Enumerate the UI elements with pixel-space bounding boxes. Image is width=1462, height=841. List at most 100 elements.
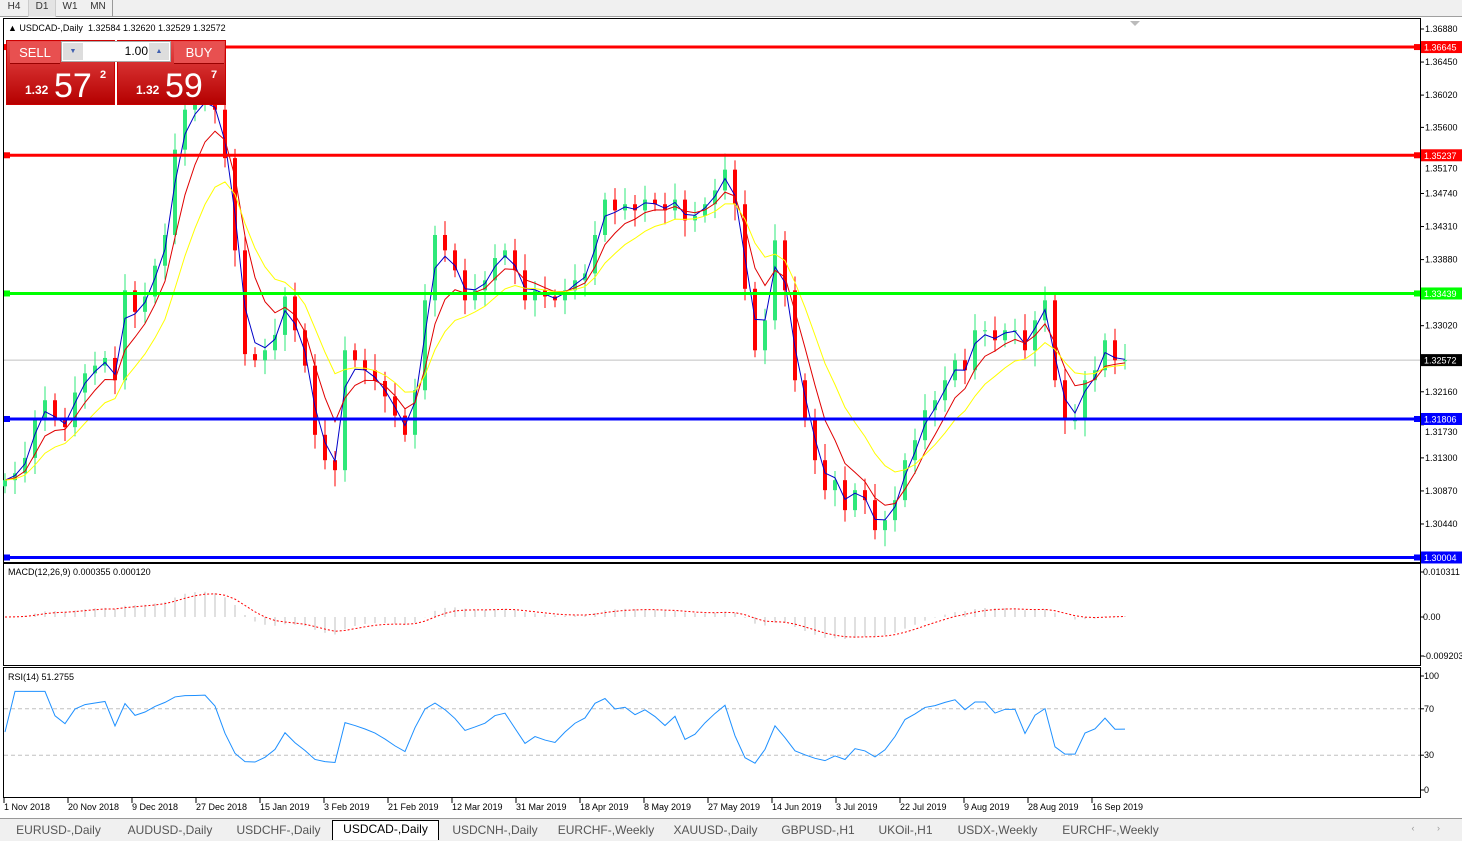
candle-body xyxy=(713,190,717,205)
price-tick-label: 1.31300 xyxy=(1425,453,1458,463)
candle-body xyxy=(473,290,477,301)
price-tick-label: 1.35600 xyxy=(1425,122,1458,132)
lot-decrease-icon[interactable]: ▼ xyxy=(63,43,83,60)
lot-increase-icon[interactable]: ▲ xyxy=(149,43,169,60)
buy-price-fraction: 7 xyxy=(211,69,218,81)
line-price-label: 1.33439 xyxy=(1424,289,1457,299)
date-label: 27 Dec 2018 xyxy=(196,802,247,812)
candle xyxy=(283,287,287,352)
candle-body xyxy=(973,330,977,371)
price-tick-label: 1.34740 xyxy=(1425,188,1458,198)
candle-body xyxy=(1093,370,1097,381)
chart-tab[interactable]: XAUUSD-,Daily xyxy=(673,823,758,837)
candle xyxy=(133,281,137,328)
ohlc-readout: 1.32584 1.32620 1.32529 1.32572 xyxy=(87,23,226,33)
rsi-label: RSI(14) 51.2755 xyxy=(8,672,74,682)
candle-body xyxy=(993,330,997,341)
rsi-tick-label: 70 xyxy=(1424,704,1434,714)
price-chart[interactable]: 1.36880 1.36450 1.36020 1.35600 1.35170 1.347… xyxy=(0,0,1462,818)
candle xyxy=(993,316,997,352)
chart-tab[interactable]: EURCHF-,Weekly xyxy=(557,823,655,837)
tab-scroll-arrows[interactable]: ‹ › xyxy=(1411,823,1450,833)
candle xyxy=(1063,368,1067,435)
line-handle xyxy=(4,554,10,561)
timeframe-d1[interactable]: D1 xyxy=(28,0,56,17)
candle xyxy=(383,371,387,413)
candle xyxy=(1053,293,1057,388)
bid-price-label: 1.32572 xyxy=(1424,356,1457,366)
candle-body xyxy=(303,330,307,366)
chart-tab[interactable]: USDCHF-,Daily xyxy=(236,823,321,837)
chart-tab[interactable]: EURUSD-,Daily xyxy=(16,823,101,837)
timeframe-h4[interactable]: H4 xyxy=(7,1,21,12)
candle-body xyxy=(43,400,47,420)
candle-body xyxy=(1083,380,1087,421)
chart-tab[interactable]: GBPUSD-,H1 xyxy=(781,823,855,837)
macd-panel-frame xyxy=(3,563,1421,666)
candle xyxy=(1073,404,1077,430)
rsi-tick-label: 0 xyxy=(1424,785,1429,795)
candle-body xyxy=(503,250,507,259)
price-tick-label: 1.34310 xyxy=(1425,222,1458,232)
candle-body xyxy=(53,400,57,420)
candle xyxy=(343,336,347,482)
candle xyxy=(463,258,467,315)
candle-body xyxy=(873,500,877,531)
line-handle xyxy=(1414,290,1420,297)
candle-body xyxy=(663,204,667,211)
candle-body xyxy=(833,480,837,491)
candle-body xyxy=(633,204,637,211)
candle-body xyxy=(463,270,467,301)
candle xyxy=(443,221,447,262)
candle-body xyxy=(883,520,887,531)
date-label: 1 Nov 2018 xyxy=(4,802,50,812)
candle-body xyxy=(1103,340,1107,371)
line-price-label: 1.31806 xyxy=(1424,414,1457,424)
candle xyxy=(313,354,317,449)
chart-tab[interactable]: AUDUSD-,Daily xyxy=(127,823,213,837)
candle-body xyxy=(393,396,397,416)
timeframe-w1[interactable]: W1 xyxy=(62,1,78,12)
candle-body xyxy=(123,290,127,381)
price-tick-label: 1.36020 xyxy=(1425,90,1458,100)
macd-signal-line xyxy=(4,593,1126,638)
candle xyxy=(683,190,687,237)
date-label: 3 Feb 2019 xyxy=(324,802,370,812)
date-label: 14 Jun 2019 xyxy=(772,802,822,812)
candle-body xyxy=(773,240,777,321)
candle-body xyxy=(933,400,937,411)
candle-body xyxy=(273,334,277,351)
candle-body xyxy=(733,169,737,205)
line-handle xyxy=(4,152,10,159)
lot-size-input[interactable]: 1.00 xyxy=(124,44,148,58)
lot-size-stepper[interactable]: ▼ 1.00 ▲ xyxy=(61,41,171,62)
candle-body xyxy=(643,199,647,211)
line-price-badge xyxy=(1421,412,1462,425)
chart-tab[interactable]: USDCAD-,Daily xyxy=(332,820,439,840)
candle xyxy=(633,195,637,227)
chart-tab[interactable]: UKOil-,H1 xyxy=(878,823,933,837)
buy-button[interactable]: BUY 1.32 59 7 xyxy=(117,40,226,105)
toolbar-divider xyxy=(112,0,113,17)
candle-body xyxy=(563,290,567,301)
candle-body xyxy=(453,250,457,271)
timeframe-mn[interactable]: MN xyxy=(90,1,106,12)
candle-body xyxy=(913,440,917,461)
candle xyxy=(533,281,537,317)
price-tick-label: 1.33880 xyxy=(1425,255,1458,265)
candle xyxy=(123,274,127,390)
chart-tab[interactable]: EURCHF-,Weekly xyxy=(1062,823,1159,837)
candle xyxy=(793,276,797,392)
candle-body xyxy=(73,392,77,428)
price-tick-label: 1.33020 xyxy=(1425,321,1458,331)
candle xyxy=(113,346,117,395)
price-tick-label: 1.36880 xyxy=(1425,24,1458,34)
candle-body xyxy=(363,360,367,371)
price-tick-label: 1.30870 xyxy=(1425,486,1458,496)
chart-tab[interactable]: USDX-,Weekly xyxy=(957,823,1038,837)
candle-body xyxy=(223,109,227,159)
chart-tab[interactable]: USDCNH-,Daily xyxy=(452,823,538,837)
candle-body xyxy=(493,258,497,281)
candle xyxy=(593,221,597,285)
date-label: 31 Mar 2019 xyxy=(516,802,567,812)
